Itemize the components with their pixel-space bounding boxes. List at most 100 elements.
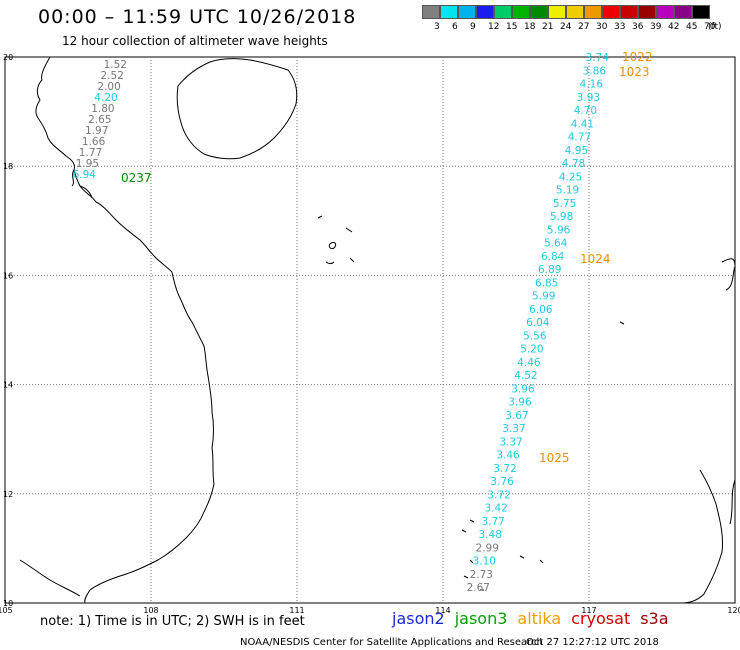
- axis-labels: 105 108 111 114 117 120 20 18 16 14 12 10: [0, 53, 740, 615]
- lat-label: 14: [3, 381, 13, 390]
- wave-height-value: 2.67: [467, 582, 490, 594]
- coastline-vietnam-inner: [71, 169, 93, 199]
- satellite-s3a: s3a: [640, 609, 669, 628]
- lon-label: 105: [0, 606, 13, 615]
- wave-height-value: 1.52: [104, 59, 127, 71]
- wave-height-value: 4.25: [559, 171, 582, 183]
- scale-swatch: [422, 5, 440, 19]
- coastline-vietnam: [35, 56, 215, 604]
- wave-height-value: 4.78: [562, 158, 585, 170]
- altimeter-tracks: 1.522.522.004.201.802.651.971.661.771.95…: [73, 50, 653, 594]
- satellite-altika: altika: [517, 609, 562, 628]
- color-scale: [422, 5, 710, 19]
- wave-height-value: 2.52: [101, 70, 124, 82]
- scale-swatch: [620, 5, 638, 19]
- wave-height-value: 3.10: [473, 556, 496, 568]
- wave-height-value: 1.95: [76, 158, 99, 170]
- wave-height-value: 5.56: [523, 330, 547, 342]
- wave-height-value: 6.94: [73, 169, 97, 181]
- wave-height-value: 3.72: [487, 489, 510, 501]
- scale-swatch: [566, 5, 584, 19]
- wave-height-value: 5.20: [520, 344, 543, 356]
- lon-label: 111: [289, 606, 304, 615]
- graticule: [5, 57, 735, 603]
- wave-height-value: 3.37: [499, 436, 522, 448]
- pass-time-label: 1022: [622, 50, 653, 64]
- scale-swatch: [656, 5, 674, 19]
- map-title: 00:00 – 11:59 UTC 10/26/2018: [38, 6, 357, 28]
- lat-label: 16: [3, 271, 13, 280]
- scale-swatch: [512, 5, 530, 19]
- satellite-jason3: jason3: [454, 609, 508, 628]
- islands-spratly: [461, 321, 625, 591]
- scale-swatch: [602, 5, 620, 19]
- coastline-philippines: [681, 258, 736, 604]
- wave-height-value: 2.73: [470, 569, 493, 581]
- wave-height-value: 4.52: [514, 370, 537, 382]
- wave-height-value: 1.77: [79, 147, 102, 159]
- scale-label: 33: [614, 22, 626, 32]
- pass-time-label: 0237: [121, 171, 152, 185]
- wave-height-value: 3.96: [508, 397, 532, 409]
- wave-height-value: 2.65: [88, 114, 111, 126]
- wave-height-value: 5.64: [544, 238, 568, 250]
- pass-time-label: 1025: [539, 451, 570, 465]
- scale-label: 6: [452, 22, 458, 32]
- scale-swatch: [440, 5, 458, 19]
- wave-height-value: 4.20: [94, 92, 117, 104]
- scale-label: 39: [650, 22, 662, 32]
- scale-label: 27: [578, 22, 590, 32]
- scale-swatch: [476, 5, 494, 19]
- scale-swatch: [458, 5, 476, 19]
- wave-height-value: 1.80: [91, 103, 114, 115]
- satellite-jason2: jason2: [392, 609, 445, 628]
- wave-height-value: 4.70: [574, 105, 597, 117]
- scale-label: 24: [560, 22, 572, 32]
- wave-height-value: 1.66: [82, 136, 106, 148]
- scale-label: 15: [506, 22, 518, 32]
- wave-height-value: 5.75: [553, 198, 576, 210]
- wave-height-value: 2.99: [476, 542, 499, 554]
- wave-height-value: 4.77: [568, 132, 591, 144]
- wave-height-value: 6.84: [541, 251, 565, 263]
- wave-height-value: 4.95: [565, 145, 588, 157]
- lon-label: 114: [435, 606, 450, 615]
- pass-time-label: 1023: [619, 65, 650, 79]
- color-scale-labels: 3 6 9 12 15 18 21 24 27 30 33 36 39 42 45 70 (ft): [422, 22, 740, 34]
- wave-height-value: 3.42: [484, 503, 507, 515]
- pass-time-label: 1024: [580, 252, 611, 266]
- wave-height-value: 4.16: [580, 79, 604, 91]
- wave-height-value: 5.98: [550, 211, 573, 223]
- wave-height-value: 3.96: [511, 383, 535, 395]
- wave-height-value: 3.76: [490, 476, 514, 488]
- lat-label: 10: [3, 599, 13, 608]
- satellite-legend: jason2 jason3 altika cryosat s3a: [392, 609, 679, 628]
- wave-height-value: 1.97: [85, 125, 108, 137]
- scale-label: 70: [704, 22, 716, 32]
- lon-label: 117: [581, 606, 596, 615]
- wave-height-value: 4.41: [571, 118, 594, 130]
- scale-swatch: [530, 5, 548, 19]
- scale-label: 18: [524, 22, 536, 32]
- lat-label: 12: [3, 490, 13, 499]
- wave-height-value: 3.93: [577, 92, 600, 104]
- islands-paracel: [317, 215, 355, 264]
- credit-line: NOAA/NESDIS Center for Satellite Applica…: [240, 637, 543, 648]
- coastline-cambodia-gulf: [19, 559, 81, 597]
- coastlines: [19, 56, 736, 604]
- wave-height-value: 2.00: [97, 81, 120, 93]
- scale-label: 9: [470, 22, 476, 32]
- wave-height-value: 6.85: [535, 277, 558, 289]
- wave-height-value: 5.99: [532, 291, 555, 303]
- wave-height-value: 6.06: [529, 304, 553, 316]
- generation-timestamp: Oct 27 12:27:12 UTC 2018: [526, 637, 659, 648]
- wave-height-value: 3.77: [481, 516, 504, 528]
- lon-label: 108: [143, 606, 158, 615]
- coastline-hainan: [176, 58, 298, 160]
- scale-swatch: [494, 5, 512, 19]
- wave-height-value: 3.86: [583, 65, 607, 77]
- scale-label: 21: [542, 22, 554, 32]
- scale-label: 30: [596, 22, 608, 32]
- map-subtitle: 12 hour collection of altimeter wave hei…: [62, 34, 328, 48]
